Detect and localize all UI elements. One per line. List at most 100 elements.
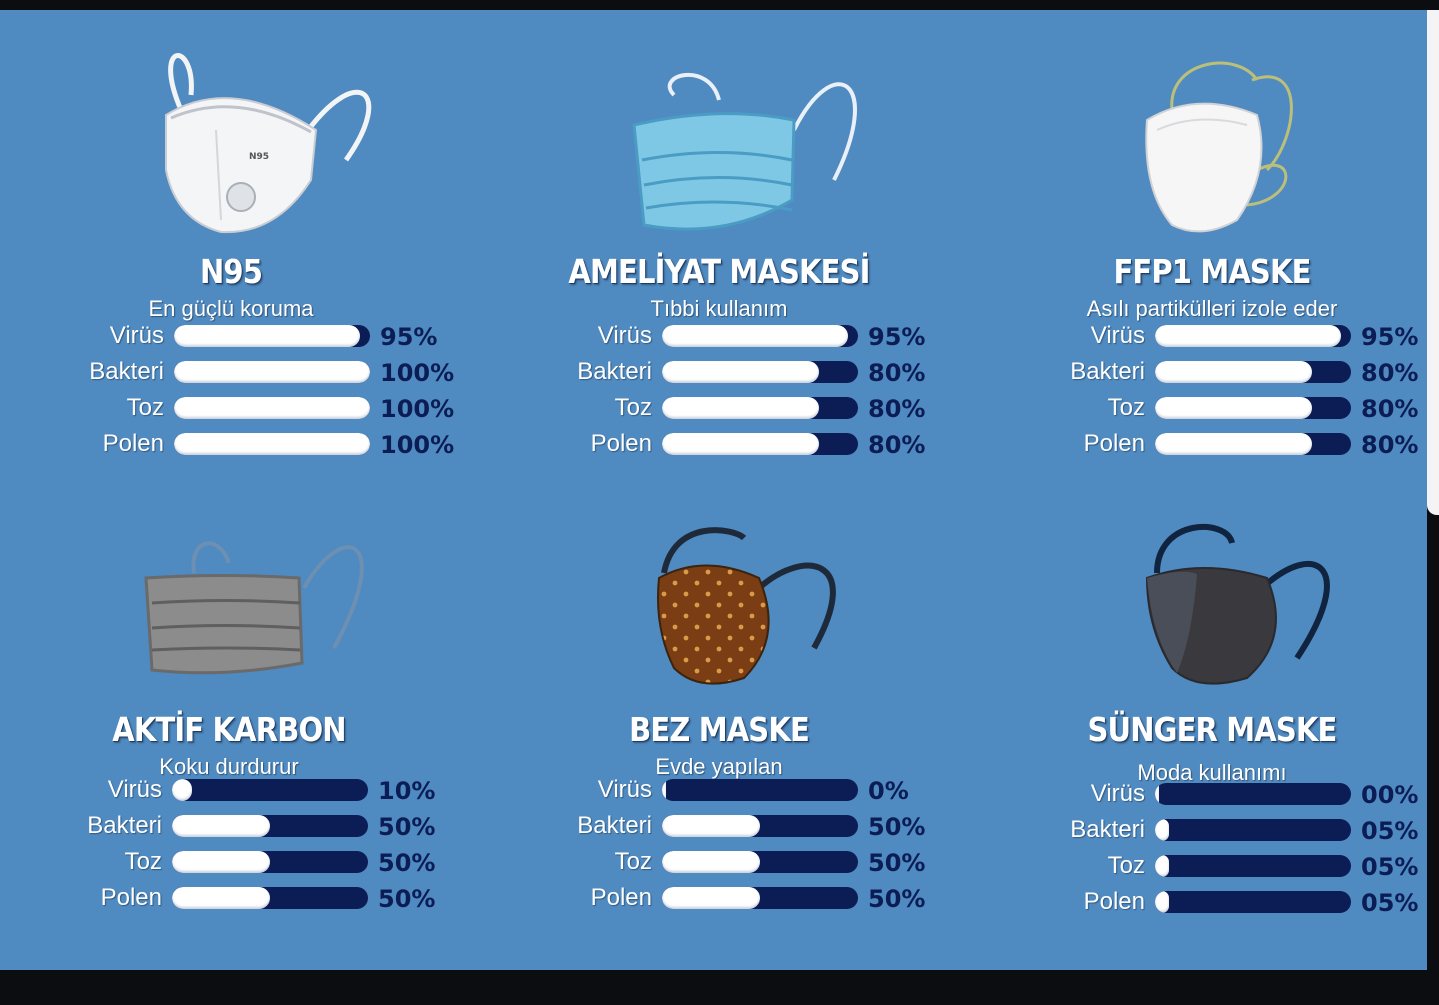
metric-label: Virüs <box>107 776 162 803</box>
metric-row: Toz 05% <box>997 852 1427 881</box>
progress-bar-fill <box>174 325 360 347</box>
progress-bar <box>662 397 858 419</box>
progress-bar <box>172 851 368 873</box>
metric-label: Bakteri <box>577 812 652 839</box>
mask-title: BEZ MASKE <box>629 710 810 749</box>
metric-label: Toz <box>1107 394 1145 421</box>
metric-label: Virüs <box>109 322 164 349</box>
progress-bar <box>1155 433 1351 455</box>
metric-row: Polen 05% <box>997 888 1427 917</box>
metric-label: Polen <box>1083 888 1145 915</box>
progress-bar-fill <box>1155 433 1312 455</box>
metric-value: 100% <box>380 395 455 423</box>
progress-bar <box>662 433 858 455</box>
mask-title: SÜNGER MASKE <box>1087 710 1337 749</box>
progress-bar-fill <box>174 397 370 419</box>
progress-bar-fill <box>172 887 270 909</box>
progress-bar <box>662 325 858 347</box>
progress-bar-fill <box>662 433 819 455</box>
n95-mask-icon: N95 <box>16 20 446 240</box>
metric-row: Toz 50% <box>504 848 934 877</box>
mask-card-activated-carbon: AKTİF KARBON Koku durdurur Virüs 10% Bakte… <box>14 478 444 913</box>
mask-subtitle: Tıbbi kullanım <box>650 296 788 321</box>
metric-row: Virüs 00% <box>997 780 1427 809</box>
metric-label: Polen <box>1083 430 1145 457</box>
progress-bar-fill <box>662 887 760 909</box>
metric-row: Virüs 95% <box>16 322 446 351</box>
metric-label: Toz <box>614 848 652 875</box>
metric-value: 0% <box>868 777 909 805</box>
metric-label: Bakteri <box>1070 358 1145 385</box>
progress-bar <box>662 851 858 873</box>
metric-label: Polen <box>590 884 652 911</box>
mask-title: AMELİYAT MASKESİ <box>568 252 870 291</box>
metric-value: 80% <box>868 431 926 459</box>
progress-bar-fill <box>1155 361 1312 383</box>
metric-value: 50% <box>868 885 926 913</box>
progress-bar-fill <box>662 815 760 837</box>
progress-bar-fill <box>662 325 848 347</box>
mask-subtitle: Moda kullanımı <box>1137 760 1287 785</box>
progress-bar <box>1155 783 1351 805</box>
scroll-edge <box>1427 10 1439 515</box>
metric-value: 100% <box>380 359 455 387</box>
progress-bar <box>1155 891 1351 913</box>
metric-value: 50% <box>378 849 436 877</box>
metric-label: Toz <box>126 394 164 421</box>
metric-label: Toz <box>124 848 162 875</box>
ffp1-mask-icon <box>997 20 1427 240</box>
metric-label: Virüs <box>1090 780 1145 807</box>
metric-label: Virüs <box>1090 322 1145 349</box>
metric-value: 100% <box>380 431 455 459</box>
progress-bar <box>1155 361 1351 383</box>
progress-bar <box>172 779 368 801</box>
metric-label: Virüs <box>597 322 652 349</box>
metric-label: Toz <box>614 394 652 421</box>
metric-value: 80% <box>1361 359 1419 387</box>
progress-bar-fill <box>1155 819 1169 841</box>
metric-row: Polen 100% <box>16 430 455 459</box>
metric-row: Polen 50% <box>504 884 934 913</box>
metric-row: Bakteri 80% <box>997 358 1427 387</box>
progress-bar <box>1155 819 1351 841</box>
mask-title: AKTİF KARBON <box>112 710 346 749</box>
metric-row: Toz 80% <box>504 394 934 423</box>
progress-bar-fill <box>174 433 370 455</box>
metric-row: Virüs 0% <box>504 776 934 805</box>
progress-bar <box>174 361 370 383</box>
mask-card-ffp1: FFP1 MASKE Asılı partikülleri izole eder… <box>997 20 1427 459</box>
metric-value: 95% <box>868 323 926 351</box>
progress-bar <box>174 325 370 347</box>
metric-value: 50% <box>868 813 926 841</box>
progress-bar-fill <box>172 779 192 801</box>
metric-row: Bakteri 50% <box>14 812 444 841</box>
metric-value: 50% <box>378 813 436 841</box>
progress-bar-fill <box>662 851 760 873</box>
metric-row: Polen 80% <box>997 430 1427 459</box>
progress-bar <box>662 779 858 801</box>
progress-bar-fill <box>662 779 666 801</box>
metric-label: Bakteri <box>89 358 164 385</box>
progress-bar-fill <box>174 361 370 383</box>
progress-bar <box>662 887 858 909</box>
progress-bar <box>1155 855 1351 877</box>
metric-row: Virüs 10% <box>14 776 444 805</box>
metric-value: 05% <box>1361 853 1419 881</box>
mask-title: FFP1 MASKE <box>1113 252 1311 291</box>
progress-bar <box>1155 325 1351 347</box>
metric-row: Virüs 95% <box>997 322 1427 351</box>
metric-value: 95% <box>1361 323 1419 351</box>
surgical-mask-icon <box>504 20 934 240</box>
mask-card-n95: N95 N95 En güçlü koruma Virüs 95% Bakteri 1… <box>16 20 454 459</box>
progress-bar <box>1155 397 1351 419</box>
mask-subtitle: Koku durdurur <box>159 754 299 779</box>
progress-bar <box>662 815 858 837</box>
metric-value: 50% <box>378 885 436 913</box>
metric-value: 10% <box>378 777 436 805</box>
metric-value: 80% <box>1361 431 1419 459</box>
metric-row: Polen 50% <box>14 884 444 913</box>
metric-label: Polen <box>100 884 162 911</box>
metric-label: Polen <box>590 430 652 457</box>
metric-label: Bakteri <box>577 358 652 385</box>
progress-bar-fill <box>172 815 270 837</box>
